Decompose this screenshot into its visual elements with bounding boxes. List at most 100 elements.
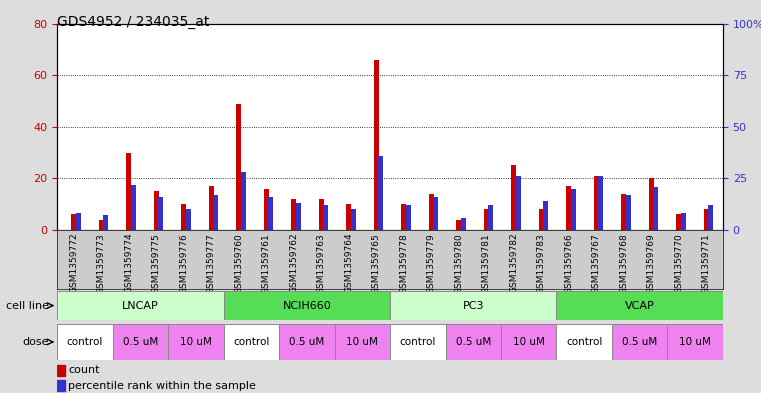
Bar xyxy=(213,195,218,230)
Bar xyxy=(240,172,246,230)
Bar xyxy=(704,209,709,230)
Text: GSM1359772: GSM1359772 xyxy=(69,233,78,294)
Bar xyxy=(649,178,654,230)
Text: percentile rank within the sample: percentile rank within the sample xyxy=(68,381,256,391)
Bar xyxy=(428,194,434,230)
Text: control: control xyxy=(233,337,269,347)
Text: GSM1359769: GSM1359769 xyxy=(647,233,656,294)
Text: control: control xyxy=(566,337,603,347)
Bar xyxy=(654,187,658,230)
Text: 0.5 uM: 0.5 uM xyxy=(622,337,658,347)
Bar xyxy=(390,324,445,360)
Bar xyxy=(390,291,556,320)
Bar xyxy=(406,205,411,230)
Bar xyxy=(445,324,501,360)
Text: GSM1359782: GSM1359782 xyxy=(509,233,518,294)
Bar xyxy=(71,215,76,230)
Text: GSM1359777: GSM1359777 xyxy=(207,233,215,294)
Text: GSM1359765: GSM1359765 xyxy=(372,233,380,294)
Text: dose: dose xyxy=(22,337,49,347)
Text: VCAP: VCAP xyxy=(625,301,654,310)
Bar xyxy=(501,324,556,360)
Bar xyxy=(571,189,576,230)
Bar xyxy=(296,203,301,230)
Text: GSM1359771: GSM1359771 xyxy=(702,233,711,294)
Text: 10 uM: 10 uM xyxy=(680,337,711,347)
Bar xyxy=(460,217,466,230)
Bar xyxy=(489,205,493,230)
Text: GSM1359781: GSM1359781 xyxy=(482,233,491,294)
Bar xyxy=(57,291,224,320)
Text: GSM1359780: GSM1359780 xyxy=(454,233,463,294)
Text: GSM1359768: GSM1359768 xyxy=(619,233,629,294)
Bar xyxy=(516,176,521,230)
Bar xyxy=(598,176,603,230)
Bar xyxy=(291,199,296,230)
Bar xyxy=(612,324,667,360)
Text: GSM1359766: GSM1359766 xyxy=(565,233,573,294)
Bar xyxy=(57,365,65,376)
Bar xyxy=(708,205,713,230)
Text: control: control xyxy=(400,337,436,347)
Text: GSM1359760: GSM1359760 xyxy=(234,233,244,294)
Bar xyxy=(594,176,599,230)
Text: GSM1359779: GSM1359779 xyxy=(427,233,436,294)
Bar xyxy=(346,204,352,230)
Text: GSM1359773: GSM1359773 xyxy=(97,233,106,294)
Bar xyxy=(186,209,190,230)
Bar xyxy=(224,291,390,320)
Text: GDS4952 / 234035_at: GDS4952 / 234035_at xyxy=(57,15,209,29)
Text: 10 uM: 10 uM xyxy=(180,337,212,347)
Bar xyxy=(319,199,323,230)
Bar xyxy=(103,215,108,230)
Bar xyxy=(236,103,241,230)
Bar xyxy=(433,197,438,230)
Bar xyxy=(556,291,723,320)
Bar xyxy=(279,324,335,360)
Bar xyxy=(626,195,631,230)
Bar xyxy=(264,189,269,230)
Text: 10 uM: 10 uM xyxy=(346,337,378,347)
Bar xyxy=(154,191,158,230)
Bar xyxy=(268,197,273,230)
Bar xyxy=(99,220,103,230)
Bar xyxy=(378,156,384,230)
Bar xyxy=(374,60,379,230)
Bar xyxy=(168,324,224,360)
Bar xyxy=(181,204,186,230)
Text: 0.5 uM: 0.5 uM xyxy=(456,337,491,347)
Bar xyxy=(335,324,390,360)
Text: GSM1359775: GSM1359775 xyxy=(151,233,161,294)
Bar xyxy=(681,213,686,230)
Bar xyxy=(75,213,81,230)
Bar xyxy=(511,165,516,230)
Text: GSM1359763: GSM1359763 xyxy=(317,233,326,294)
Text: PC3: PC3 xyxy=(463,301,484,310)
Text: NCIH660: NCIH660 xyxy=(282,301,331,310)
Bar xyxy=(113,324,168,360)
Text: LNCAP: LNCAP xyxy=(122,301,159,310)
Bar xyxy=(209,186,214,230)
Text: 0.5 uM: 0.5 uM xyxy=(289,337,324,347)
Bar xyxy=(556,324,612,360)
Text: GSM1359770: GSM1359770 xyxy=(674,233,683,294)
Bar xyxy=(57,324,113,360)
Text: cell line: cell line xyxy=(6,301,49,310)
Text: GSM1359767: GSM1359767 xyxy=(592,233,601,294)
Text: GSM1359764: GSM1359764 xyxy=(344,233,353,294)
Text: control: control xyxy=(67,337,103,347)
Bar xyxy=(126,152,131,230)
Bar xyxy=(667,324,723,360)
Bar xyxy=(323,205,328,230)
Bar xyxy=(224,324,279,360)
Text: 10 uM: 10 uM xyxy=(513,337,545,347)
Bar xyxy=(622,194,626,230)
Bar xyxy=(677,215,681,230)
Text: GSM1359783: GSM1359783 xyxy=(537,233,546,294)
Text: count: count xyxy=(68,365,100,375)
Text: GSM1359776: GSM1359776 xyxy=(179,233,188,294)
Bar xyxy=(158,197,163,230)
Bar xyxy=(543,201,548,230)
Bar xyxy=(57,380,65,391)
Text: GSM1359774: GSM1359774 xyxy=(124,233,133,294)
